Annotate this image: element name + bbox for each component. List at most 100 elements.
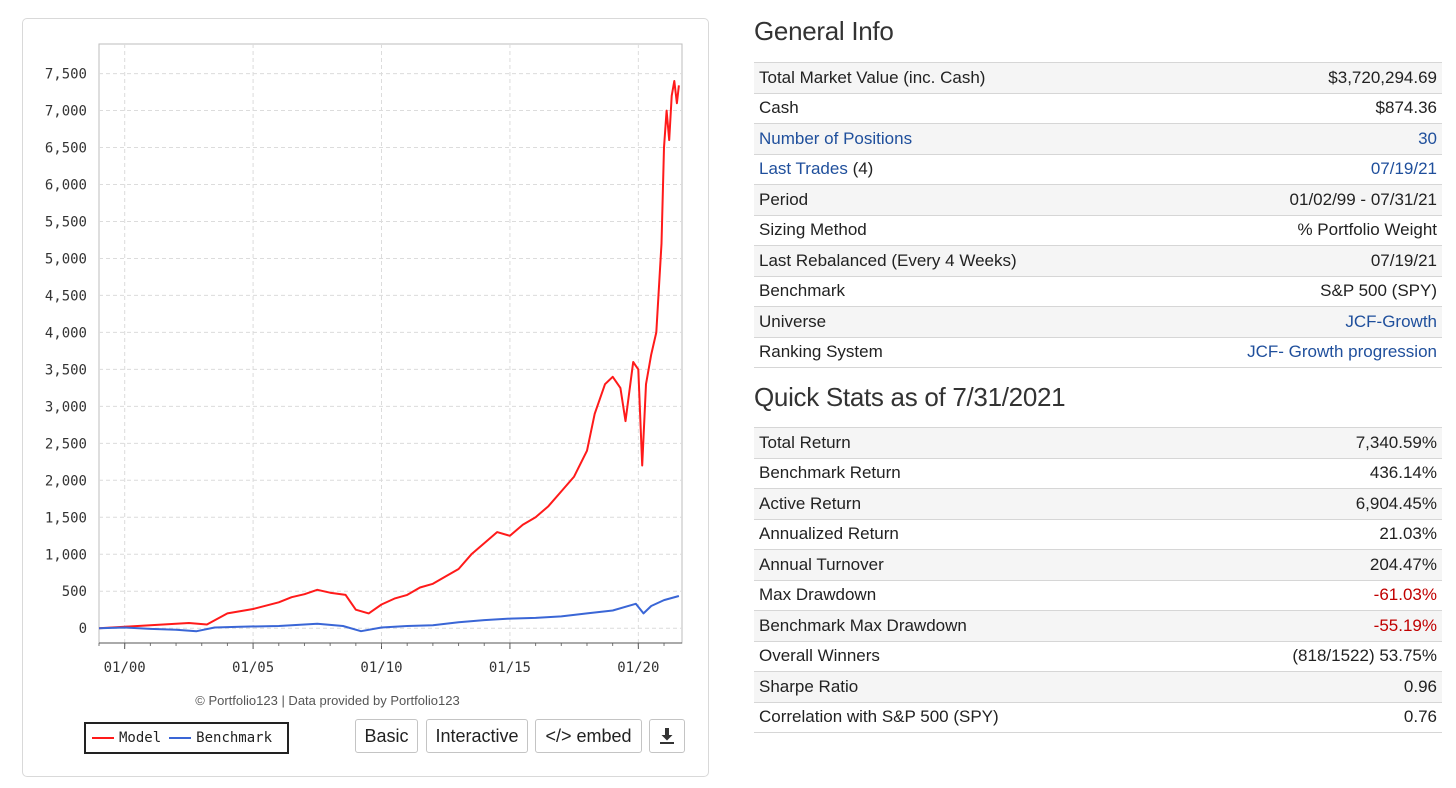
y-tick-label: 2,500 xyxy=(45,436,87,452)
row-value: 0.76 xyxy=(1403,707,1437,727)
last-trades-date-link[interactable]: 07/19/21 xyxy=(1370,159,1437,179)
table-row: Sharpe Ratio 0.96 xyxy=(754,671,1442,702)
interactive-button[interactable]: Interactive xyxy=(426,719,528,753)
row-value: $3,720,294.69 xyxy=(1328,67,1437,87)
table-row: Benchmark S&P 500 (SPY) xyxy=(754,276,1442,307)
plot-area xyxy=(98,43,683,644)
y-tick-label: 3,500 xyxy=(45,362,87,378)
performance-chart: 0 500 1,000 1,500 2,000 2,500 3,000 3,500 4,000 4… xyxy=(45,43,683,676)
performance-chart-card: 0 500 1,000 1,500 2,000 2,500 3,000 3,500 4,000 4… xyxy=(22,18,709,777)
y-tick-label: 1,000 xyxy=(45,547,87,563)
row-value: 0.96 xyxy=(1403,676,1437,696)
row-value: 21.03% xyxy=(1379,524,1437,544)
number-of-positions-link[interactable]: Number of Positions xyxy=(759,128,913,148)
quick-stats-table: Total Return 7,340.59% Benchmark Return … xyxy=(754,427,1442,733)
table-row: Benchmark Max Drawdown -55.19% xyxy=(754,610,1442,641)
legend-swatch-benchmark xyxy=(169,737,192,739)
x-tick-label: 01/20 xyxy=(617,660,659,676)
table-row: Annualized Return 21.03% xyxy=(754,519,1442,550)
table-row: Last Rebalanced (Every 4 Weeks) 07/19/21 xyxy=(754,245,1442,276)
table-row: Max Drawdown -61.03% xyxy=(754,580,1442,611)
row-value: 6,904.45% xyxy=(1355,493,1437,513)
row-label: Overall Winners xyxy=(759,646,880,666)
legend-swatch-model xyxy=(92,737,114,739)
row-label: Universe xyxy=(759,311,827,331)
chart-credit: © Portfolio123 | Data provided by Portfo… xyxy=(195,693,460,708)
table-row: Universe JCF-Growth xyxy=(754,306,1442,337)
row-label: Cash xyxy=(759,98,799,118)
row-label: Max Drawdown xyxy=(759,585,877,605)
download-button[interactable] xyxy=(649,719,685,753)
general-info-title: General Info xyxy=(754,16,894,46)
ranking-system-link[interactable]: JCF- Growth progression xyxy=(1247,342,1437,362)
y-tick-label: 2,000 xyxy=(45,473,87,489)
y-tick-label: 1,500 xyxy=(45,510,87,526)
table-row: Correlation with S&P 500 (SPY) 0.76 xyxy=(754,702,1442,733)
last-trades-count: (4) xyxy=(852,159,874,179)
table-row: Cash $874.36 xyxy=(754,93,1442,124)
y-tick-label: 4,000 xyxy=(45,325,87,341)
legend-label-model: Model xyxy=(119,730,162,746)
table-row: Number of Positions 30 xyxy=(754,123,1442,154)
y-tick-label: 7,000 xyxy=(45,104,87,120)
row-label: Active Return xyxy=(759,493,862,513)
y-tick-label: 3,000 xyxy=(45,399,87,415)
last-trades-link[interactable]: Last Trades xyxy=(759,159,848,179)
x-tick-label: 01/05 xyxy=(232,660,274,676)
row-label: Period xyxy=(759,189,809,209)
row-value: % Portfolio Weight xyxy=(1297,220,1437,240)
y-tick-label: 4,500 xyxy=(45,288,87,304)
table-row: Ranking System JCF- Growth progression xyxy=(754,337,1442,368)
row-label: Benchmark Return xyxy=(759,463,901,483)
row-label: Sharpe Ratio xyxy=(759,676,859,696)
row-value: -61.03% xyxy=(1373,585,1437,605)
series-line-model xyxy=(98,80,680,630)
table-row: Period 01/02/99 - 07/31/21 xyxy=(754,184,1442,215)
series-line-benchmark xyxy=(98,595,680,633)
y-tick-label: 7,500 xyxy=(45,67,87,83)
y-tick-label: 5,500 xyxy=(45,214,87,230)
row-label: Benchmark xyxy=(759,281,845,301)
x-tick-label: 01/15 xyxy=(489,660,531,676)
x-tick-label: 01/00 xyxy=(104,660,146,676)
table-row: Sizing Method % Portfolio Weight xyxy=(754,215,1442,246)
row-label: Annual Turnover xyxy=(759,554,884,574)
number-of-positions-value-link[interactable]: 30 xyxy=(1418,128,1437,148)
row-label: Ranking System xyxy=(759,342,883,362)
y-tick-label: 6,000 xyxy=(45,178,87,194)
y-tick-label: 0 xyxy=(79,621,87,637)
y-tick-label: 500 xyxy=(62,584,87,600)
download-icon xyxy=(660,728,674,744)
row-label: Annualized Return xyxy=(759,524,899,544)
row-value: (818/1522) 53.75% xyxy=(1292,646,1437,666)
legend-item-model[interactable]: Model xyxy=(92,730,161,746)
row-label: Total Return xyxy=(759,432,851,452)
row-label: Correlation with S&P 500 (SPY) xyxy=(759,707,999,727)
x-tick-label: 01/10 xyxy=(360,660,402,676)
y-tick-label: 6,500 xyxy=(45,141,87,157)
table-row: Last Trades (4) 07/19/21 xyxy=(754,154,1442,185)
row-label: Sizing Method xyxy=(759,220,867,240)
table-row: Active Return 6,904.45% xyxy=(754,488,1442,519)
chart-legend: Model Benchmark xyxy=(84,722,289,754)
table-row: Annual Turnover 204.47% xyxy=(754,549,1442,580)
quick-stats-title: Quick Stats as of 7/31/2021 xyxy=(754,382,1066,412)
legend-item-benchmark[interactable]: Benchmark xyxy=(169,730,272,746)
row-label: Benchmark Max Drawdown xyxy=(759,615,967,635)
row-label: Total Market Value (inc. Cash) xyxy=(759,67,986,87)
basic-button[interactable]: Basic xyxy=(355,719,418,753)
table-row: Overall Winners (818/1522) 53.75% xyxy=(754,641,1442,672)
row-value: S&P 500 (SPY) xyxy=(1320,281,1437,301)
table-row: Total Market Value (inc. Cash) $3,720,29… xyxy=(754,62,1442,93)
y-tick-label: 5,000 xyxy=(45,251,87,267)
table-row: Benchmark Return 436.14% xyxy=(754,458,1442,489)
legend-label-benchmark: Benchmark xyxy=(196,730,273,746)
row-value: 204.47% xyxy=(1369,554,1437,574)
row-value: 07/19/21 xyxy=(1370,250,1437,270)
embed-button[interactable]: </> embed xyxy=(535,719,642,753)
row-label: Last Rebalanced (Every 4 Weeks) xyxy=(759,250,1017,270)
row-value: 7,340.59% xyxy=(1355,432,1437,452)
row-value: 436.14% xyxy=(1369,463,1437,483)
row-value: 01/02/99 - 07/31/21 xyxy=(1289,189,1437,209)
universe-link[interactable]: JCF-Growth xyxy=(1345,311,1437,331)
